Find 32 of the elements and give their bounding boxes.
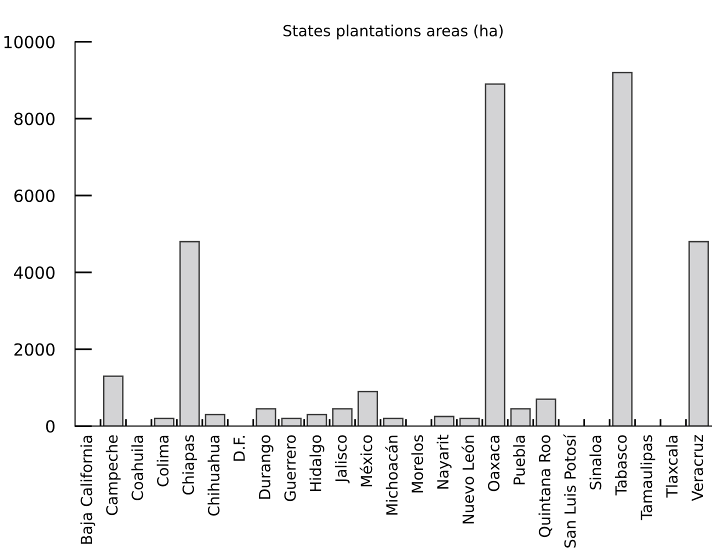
x-tick-label: Durango — [259, 435, 274, 499]
x-tick-label: Puebla — [513, 436, 525, 484]
y-tick-label: 6000 — [14, 189, 55, 202]
y-tick-label: 2000 — [14, 343, 55, 356]
x-tick-label: Tamaulipas — [640, 435, 656, 520]
x-tick-label: Campeche — [106, 435, 121, 516]
x-tick-label: Sinaloa — [589, 436, 602, 490]
x-tick-label: Veracruz — [692, 435, 704, 502]
x-tick-label: Chiapas — [182, 435, 198, 495]
x-tick-label: San Luis Potosí — [563, 434, 576, 548]
x-tick-label: México — [360, 435, 372, 486]
x-tick-label: Quintana Roo — [538, 435, 552, 538]
x-tick-label: Tabasco — [614, 435, 627, 496]
y-tick-label: 8000 — [14, 112, 55, 126]
x-tick-label: Oaxaca — [488, 436, 500, 492]
x-tick-label: Hidalgo — [309, 435, 324, 492]
x-tick-label: Morelos — [411, 435, 424, 492]
x-tick-label: Nayarit — [436, 434, 452, 489]
x-tick-label: Chihuahua — [208, 436, 220, 516]
chart-title: States plantations areas (ha) — [284, 24, 503, 40]
x-tick-label: Guerrero — [284, 435, 296, 502]
x-tick-label: Colima — [156, 436, 169, 486]
x-tick-label: Michoacán — [385, 436, 398, 515]
x-tick-label: Baja California — [80, 436, 96, 544]
x-tick-label: Nuevo León — [462, 436, 474, 524]
x-tick-label: Tlaxcala — [666, 436, 678, 498]
x-tick-label: Jalisco — [334, 435, 350, 484]
y-tick-label: 10000 — [4, 36, 55, 48]
x-tick-label: Coahuila — [131, 436, 144, 500]
y-tick-label: 0 — [46, 420, 55, 433]
x-tick-label: D.F. — [234, 436, 245, 461]
y-tick-label: 4000 — [14, 266, 55, 279]
